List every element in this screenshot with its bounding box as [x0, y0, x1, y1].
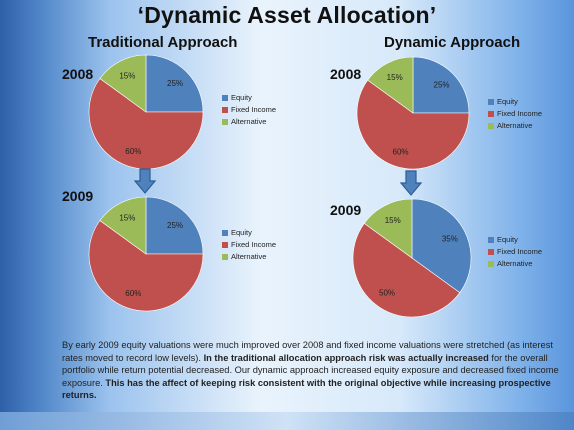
legend-item-alternative: Alternative	[488, 258, 542, 270]
year-label-traditional-2008: 2008	[62, 66, 94, 82]
pie-slice-equity	[145, 54, 204, 113]
down-arrow-icon	[134, 168, 156, 194]
swatch-fixed-income	[488, 111, 494, 117]
body-text-3: for the overall portfolio while return p…	[62, 352, 559, 388]
legend-label-fixed-income: Fixed Income	[231, 105, 277, 114]
data-label-alternative: 15%	[387, 73, 403, 82]
legend-traditional-2009: Equity Fixed Income Alternative	[222, 227, 276, 263]
body-text-1: By early 2009 equity valuations were muc…	[62, 340, 553, 363]
slide-title: ‘Dynamic Asset Allocation’	[137, 2, 437, 28]
legend-dynamic-2008: Equity Fixed Income Alternative	[488, 96, 542, 132]
data-label-fixed-income: 50%	[379, 288, 395, 297]
legend-item-fixed-income: Fixed Income	[488, 108, 542, 120]
swatch-equity	[222, 230, 228, 236]
data-label-alternative: 15%	[119, 71, 135, 80]
legend-label-equity: Equity	[231, 93, 252, 102]
pie-slice-fixed-income	[352, 222, 461, 318]
legend-label-fixed-income: Fixed Income	[231, 240, 277, 249]
pie-slice-fixed-income	[88, 78, 204, 170]
pie-slice-fixed-income	[88, 220, 204, 312]
pie-slice-equity	[412, 56, 470, 114]
pie-slice-equity	[145, 196, 204, 255]
legend-item-equity: Equity	[488, 234, 542, 246]
data-label-alternative: 15%	[385, 216, 401, 225]
swatch-alternative	[222, 119, 228, 125]
data-label-fixed-income: 60%	[393, 147, 409, 156]
legend-item-fixed-income: Fixed Income	[222, 239, 276, 251]
data-label-equity: 25%	[167, 79, 183, 88]
pie-slice-alternative	[99, 54, 147, 113]
legend-label-fixed-income: Fixed Income	[497, 247, 543, 256]
data-label-equity: 25%	[167, 221, 183, 230]
swatch-fixed-income	[222, 242, 228, 248]
down-arrow-icon	[400, 170, 422, 196]
body-text-4-bold: This has the affect of keeping risk cons…	[62, 377, 551, 401]
data-label-equity: 25%	[434, 80, 450, 89]
legend-item-alternative: Alternative	[488, 120, 542, 132]
pie-slice-equity	[411, 198, 472, 294]
pie-dynamic-2009: 35% 50% 15%	[352, 198, 472, 318]
swatch-fixed-income	[222, 107, 228, 113]
swatch-alternative	[488, 261, 494, 267]
swatch-equity	[488, 99, 494, 105]
legend-label-equity: Equity	[231, 228, 252, 237]
legend-label-alternative: Alternative	[497, 121, 533, 130]
pie-slice-alternative	[363, 198, 413, 259]
pie-traditional-2008: 25% 60% 15%	[88, 54, 204, 170]
pie-dynamic-2008: 25% 60% 15%	[356, 56, 470, 170]
legend-label-alternative: Alternative	[231, 252, 267, 261]
swatch-fixed-income	[488, 249, 494, 255]
legend-item-equity: Equity	[488, 96, 542, 108]
legend-label-alternative: Alternative	[497, 259, 533, 268]
heading-dynamic: Dynamic Approach	[384, 34, 521, 51]
data-label-fixed-income: 60%	[125, 289, 141, 298]
pie-slice-alternative	[99, 196, 147, 255]
body-paragraph: By early 2009 equity valuations were muc…	[62, 339, 570, 402]
swatch-equity	[488, 237, 494, 243]
year-label-traditional-2009: 2009	[62, 188, 94, 204]
legend-label-alternative: Alternative	[231, 117, 267, 126]
legend-item-fixed-income: Fixed Income	[488, 246, 542, 258]
legend-label-fixed-income: Fixed Income	[497, 109, 543, 118]
data-label-fixed-income: 60%	[125, 147, 141, 156]
heading-traditional: Traditional Approach	[88, 34, 238, 51]
data-label-alternative: 15%	[119, 213, 135, 222]
swatch-equity	[222, 95, 228, 101]
legend-item-equity: Equity	[222, 227, 276, 239]
legend-item-alternative: Alternative	[222, 251, 276, 263]
body-text-2-bold: In the traditional allocation approach r…	[203, 352, 489, 363]
year-label-dynamic-2008: 2008	[330, 66, 362, 82]
pie-slice-fixed-income	[356, 79, 470, 170]
legend-dynamic-2009: Equity Fixed Income Alternative	[488, 234, 542, 270]
legend-traditional-2008: Equity Fixed Income Alternative	[222, 92, 276, 128]
swatch-alternative	[488, 123, 494, 129]
legend-item-equity: Equity	[222, 92, 276, 104]
year-label-dynamic-2009: 2009	[330, 202, 362, 218]
legend-label-equity: Equity	[497, 97, 518, 106]
legend-label-equity: Equity	[497, 235, 518, 244]
legend-item-alternative: Alternative	[222, 116, 276, 128]
swatch-alternative	[222, 254, 228, 260]
pie-slice-alternative	[367, 56, 414, 114]
data-label-equity: 35%	[442, 235, 458, 244]
pie-traditional-2009: 25% 60% 15%	[88, 196, 204, 312]
legend-item-fixed-income: Fixed Income	[222, 104, 276, 116]
bottom-strip	[0, 412, 574, 430]
